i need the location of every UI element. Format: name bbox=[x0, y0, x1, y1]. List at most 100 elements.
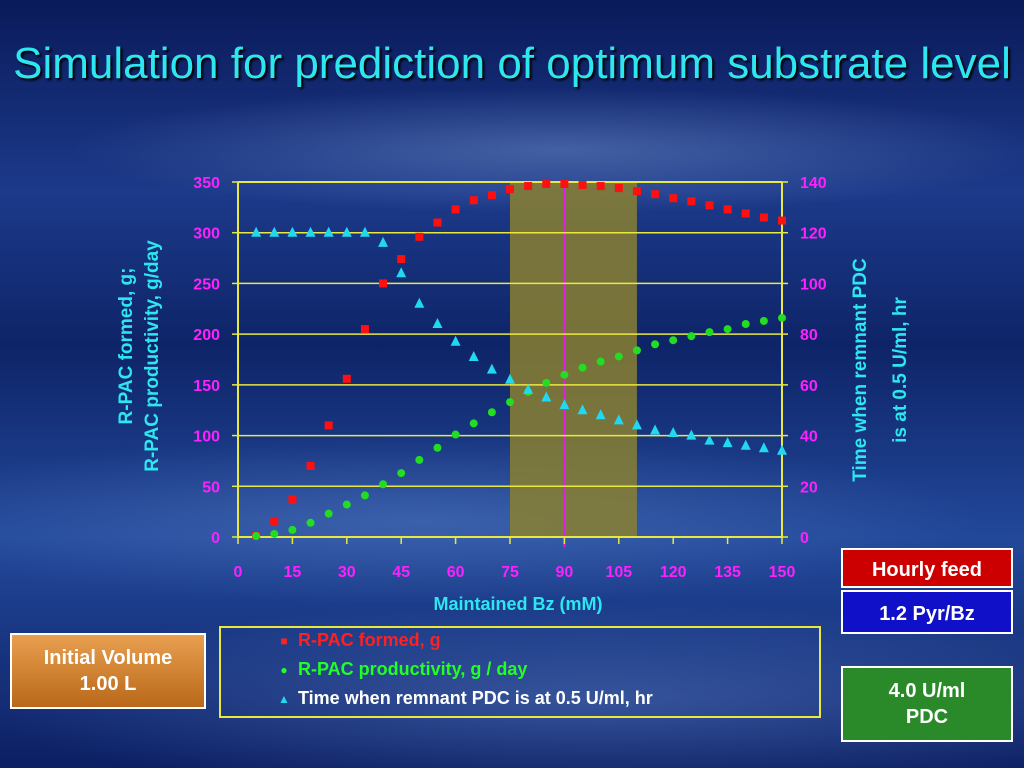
data-point-rpac-productivity bbox=[632, 346, 641, 355]
x-axis-label: Maintained Bz (mM) bbox=[434, 594, 603, 614]
data-point-rpac-productivity bbox=[614, 352, 623, 361]
triangle-marker-icon: ▲ bbox=[278, 692, 290, 707]
data-point-rpac-productivity bbox=[342, 500, 351, 509]
data-point-rpac-productivity bbox=[415, 455, 424, 464]
data-point-rpac-formed bbox=[451, 205, 460, 214]
data-point-pdc-time bbox=[668, 427, 679, 438]
data-point-pdc-time bbox=[777, 444, 787, 455]
data-point-pdc-time bbox=[359, 226, 370, 237]
data-point-pdc-time bbox=[378, 236, 389, 247]
data-point-rpac-formed bbox=[524, 182, 533, 191]
data-point-rpac-productivity bbox=[306, 518, 315, 527]
x-tick-label: 45 bbox=[392, 564, 410, 581]
data-point-pdc-time bbox=[541, 391, 552, 402]
data-point-pdc-time bbox=[341, 226, 352, 237]
data-point-pdc-time bbox=[269, 226, 280, 237]
y-left-tick-label: 50 bbox=[202, 479, 220, 496]
y-left-tick-label: 350 bbox=[193, 175, 220, 192]
y-right-tick-label: 20 bbox=[800, 479, 818, 496]
data-point-pdc-time bbox=[432, 318, 443, 328]
x-tick-label: 60 bbox=[447, 564, 465, 581]
legend-item-rpac-productivity: ● R-PAC productivity, g / day bbox=[276, 659, 527, 680]
data-point-rpac-formed bbox=[705, 201, 714, 210]
data-point-pdc-time bbox=[486, 363, 497, 374]
y-right-label-line1: Time when remnant PDC bbox=[850, 258, 871, 482]
data-point-rpac-formed bbox=[506, 185, 514, 194]
data-point-rpac-formed bbox=[324, 421, 333, 430]
hourly-feed-label: Hourly feed bbox=[841, 548, 1013, 588]
data-point-rpac-formed bbox=[778, 216, 786, 225]
optimum-band bbox=[510, 182, 637, 537]
y-left-tick-label: 100 bbox=[193, 429, 220, 446]
data-point-pdc-time bbox=[414, 297, 425, 308]
data-point-rpac-productivity bbox=[687, 332, 696, 341]
data-point-rpac-productivity bbox=[270, 529, 279, 538]
data-point-rpac-productivity bbox=[651, 340, 660, 349]
hourly-feed-value: 1.2 Pyr/Bz bbox=[841, 590, 1013, 634]
x-tick-label: 15 bbox=[284, 564, 302, 581]
data-point-rpac-productivity bbox=[433, 443, 442, 452]
pdc-box: 4.0 U/ml PDC bbox=[841, 666, 1013, 742]
initial-volume-box: Initial Volume 1.00 L bbox=[10, 633, 206, 709]
data-point-rpac-formed bbox=[687, 197, 696, 206]
initial-volume-value: 1.00 L bbox=[79, 673, 137, 695]
data-point-rpac-formed bbox=[542, 180, 551, 189]
data-point-rpac-productivity bbox=[723, 325, 732, 334]
data-point-rpac-productivity bbox=[506, 398, 514, 407]
chart-legend: ■ R-PAC formed, g ● R-PAC productivity, g … bbox=[219, 626, 821, 718]
data-point-rpac-formed bbox=[306, 462, 315, 470]
data-point-rpac-formed bbox=[632, 187, 641, 196]
data-point-rpac-formed bbox=[270, 517, 279, 526]
data-point-rpac-formed bbox=[469, 196, 478, 205]
data-point-rpac-formed bbox=[723, 205, 732, 214]
data-point-rpac-formed bbox=[669, 194, 678, 203]
data-point-rpac-productivity bbox=[379, 480, 388, 489]
y-left-tick-label: 200 bbox=[193, 327, 220, 344]
x-tick-label: 120 bbox=[660, 564, 687, 581]
y-left-tick-label: 0 bbox=[211, 530, 220, 547]
data-point-rpac-productivity bbox=[252, 531, 261, 540]
data-point-pdc-time bbox=[251, 226, 262, 237]
data-point-pdc-time bbox=[722, 437, 733, 448]
data-point-rpac-productivity bbox=[669, 336, 678, 345]
data-point-rpac-formed bbox=[651, 190, 660, 199]
y-left-label-line2: R-PAC productivity, g/day bbox=[142, 240, 163, 472]
data-point-rpac-formed bbox=[741, 209, 750, 218]
y-left-label-line1: R-PAC formed, g; bbox=[116, 268, 137, 425]
pdc-value: 4.0 U/ml bbox=[888, 680, 966, 702]
data-point-rpac-productivity bbox=[324, 509, 333, 518]
data-point-rpac-formed bbox=[560, 180, 569, 189]
y-right-tick-label: 80 bbox=[800, 327, 818, 344]
data-point-rpac-formed bbox=[433, 218, 442, 227]
data-point-pdc-time bbox=[577, 404, 588, 415]
data-point-pdc-time bbox=[740, 439, 751, 450]
legend-label: R-PAC productivity, g / day bbox=[298, 659, 528, 679]
data-point-rpac-productivity bbox=[397, 469, 406, 478]
x-tick-label: 90 bbox=[556, 564, 574, 581]
legend-label: Time when remnant PDC is at 0.5 U/ml, hr bbox=[298, 688, 653, 708]
data-point-rpac-productivity bbox=[560, 370, 569, 379]
data-point-pdc-time bbox=[468, 350, 479, 361]
y-right-tick-label: 140 bbox=[800, 175, 827, 192]
data-point-pdc-time bbox=[595, 409, 606, 420]
data-point-rpac-formed bbox=[614, 184, 623, 193]
y-right-tick-label: 100 bbox=[800, 276, 827, 293]
data-point-rpac-productivity bbox=[487, 408, 496, 417]
x-tick-label: 105 bbox=[605, 564, 632, 581]
x-tick-label: 75 bbox=[501, 564, 519, 581]
y-left-tick-label: 250 bbox=[193, 276, 220, 293]
initial-volume-label: Initial Volume bbox=[43, 647, 173, 669]
data-point-rpac-formed bbox=[379, 279, 388, 288]
legend-item-pdc-time: ▲ Time when remnant PDC is at 0.5 U/ml, h… bbox=[276, 688, 653, 709]
y-left-tick-label: 150 bbox=[193, 378, 220, 395]
data-point-rpac-productivity bbox=[759, 316, 768, 325]
data-point-rpac-productivity bbox=[578, 363, 587, 372]
data-point-pdc-time bbox=[505, 373, 515, 384]
pdc-label: PDC bbox=[905, 706, 949, 728]
data-point-pdc-time bbox=[396, 267, 407, 278]
data-point-rpac-formed bbox=[360, 325, 369, 334]
y-right-tick-label: 0 bbox=[800, 530, 809, 547]
data-point-pdc-time bbox=[758, 442, 769, 453]
y-left-tick-label: 300 bbox=[193, 226, 220, 243]
data-point-rpac-formed bbox=[288, 495, 297, 504]
